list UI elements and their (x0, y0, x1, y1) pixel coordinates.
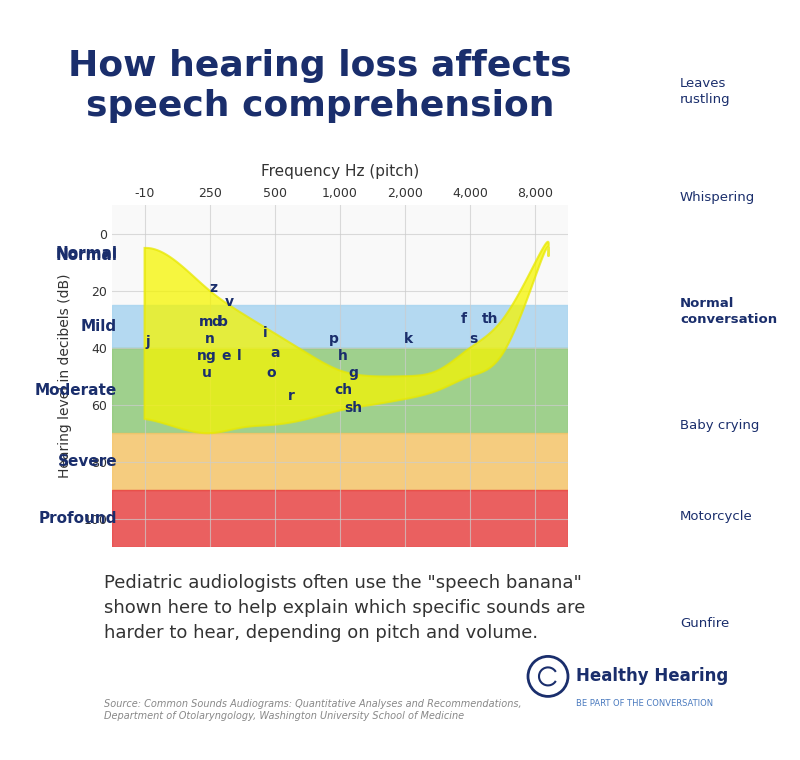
Text: b: b (218, 315, 228, 329)
Text: th: th (482, 312, 498, 326)
Bar (112, 305, 568, 348)
Text: Source: Common Sounds Audiograms: Quantitative Analyses and Recommendations,
Dep: Source: Common Sounds Audiograms: Quanti… (104, 699, 522, 720)
Text: o: o (266, 366, 277, 380)
Text: ch: ch (334, 384, 352, 397)
X-axis label: Frequency Hz (pitch): Frequency Hz (pitch) (261, 164, 419, 179)
Text: g: g (348, 366, 358, 380)
Text: Leaves
rustling: Leaves rustling (680, 77, 730, 106)
Text: h: h (338, 350, 348, 363)
Text: m: m (199, 315, 214, 329)
Text: i: i (262, 327, 267, 340)
Text: l: l (237, 350, 242, 363)
Text: BE PART OF THE CONVERSATION: BE PART OF THE CONVERSATION (576, 698, 713, 708)
Text: j: j (146, 335, 150, 349)
Bar (112, 433, 568, 490)
Text: u: u (202, 366, 211, 380)
Text: Baby crying: Baby crying (680, 419, 759, 432)
Text: s: s (470, 332, 478, 346)
Text: Normal
conversation: Normal conversation (680, 297, 777, 326)
Text: Profound: Profound (38, 511, 118, 526)
Text: e: e (222, 350, 230, 363)
Text: Normal: Normal (55, 246, 118, 261)
Text: How hearing loss affects
speech comprehension: How hearing loss affects speech comprehe… (68, 49, 572, 123)
Text: v: v (225, 295, 234, 309)
Text: Normal: Normal (55, 248, 118, 262)
Y-axis label: Hearing level in decibels (dB): Hearing level in decibels (dB) (58, 274, 72, 479)
Text: Severe: Severe (58, 454, 118, 469)
Text: f: f (461, 312, 466, 326)
Text: z: z (209, 281, 217, 295)
Text: Pediatric audiologists often use the "speech banana"
shown here to help explain : Pediatric audiologists often use the "sp… (104, 574, 586, 641)
Text: sh: sh (344, 401, 362, 414)
Text: k: k (404, 332, 413, 346)
Text: r: r (288, 389, 294, 403)
Text: n: n (205, 332, 214, 346)
Text: d: d (211, 315, 221, 329)
Bar (112, 348, 568, 433)
Text: Motorcycle: Motorcycle (680, 510, 753, 524)
Polygon shape (145, 242, 549, 433)
Text: Moderate: Moderate (35, 383, 118, 398)
Text: Gunfire: Gunfire (680, 616, 730, 630)
Text: ng: ng (197, 350, 216, 363)
Text: a: a (270, 347, 280, 360)
Text: p: p (329, 332, 338, 346)
Bar (112, 490, 568, 547)
Text: Whispering: Whispering (680, 191, 755, 204)
Text: Mild: Mild (81, 319, 118, 334)
Text: Healthy Hearing: Healthy Hearing (576, 667, 728, 686)
